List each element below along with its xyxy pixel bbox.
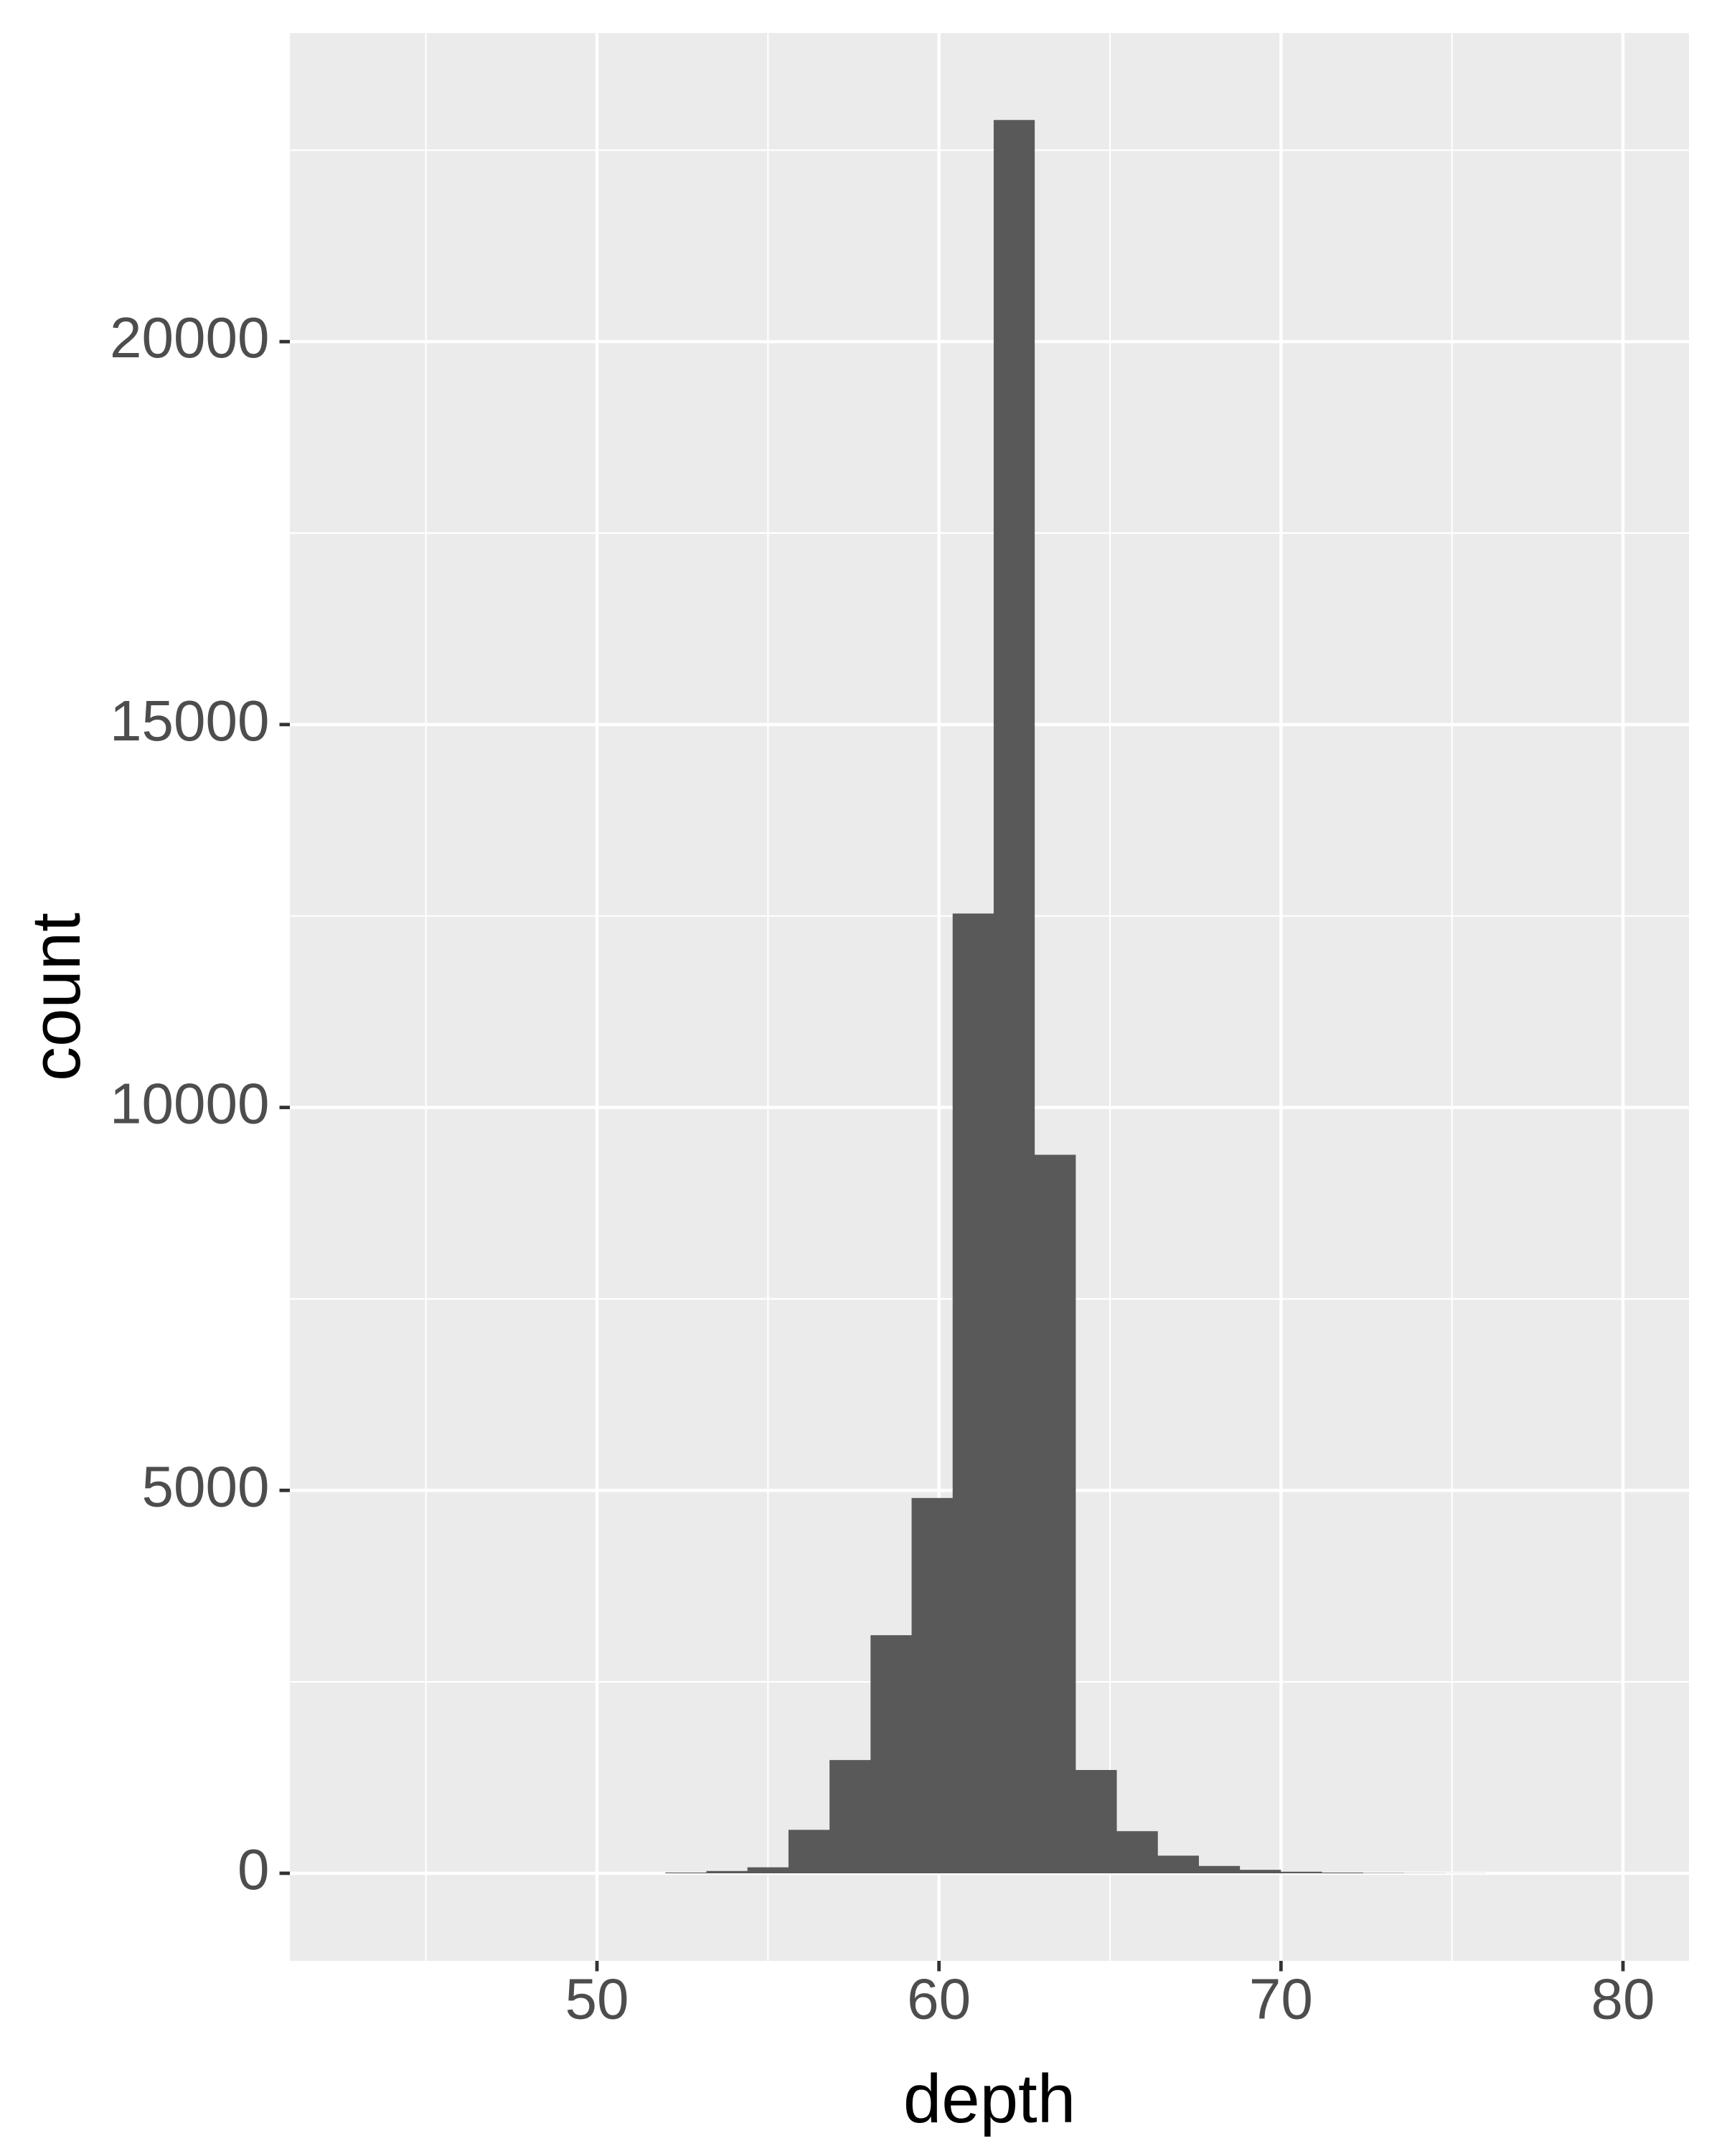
svg-text:70: 70 bbox=[1249, 1967, 1313, 2031]
svg-text:0: 0 bbox=[237, 1837, 270, 1901]
svg-text:15000: 15000 bbox=[110, 689, 269, 753]
svg-text:80: 80 bbox=[1591, 1967, 1655, 2031]
svg-text:60: 60 bbox=[907, 1967, 971, 2031]
svg-text:20000: 20000 bbox=[110, 306, 269, 369]
svg-text:10000: 10000 bbox=[110, 1072, 269, 1136]
svg-text:5000: 5000 bbox=[142, 1454, 270, 1518]
svg-text:depth: depth bbox=[903, 2061, 1076, 2137]
svg-text:count: count bbox=[18, 913, 95, 1081]
svg-text:50: 50 bbox=[565, 1967, 629, 2031]
